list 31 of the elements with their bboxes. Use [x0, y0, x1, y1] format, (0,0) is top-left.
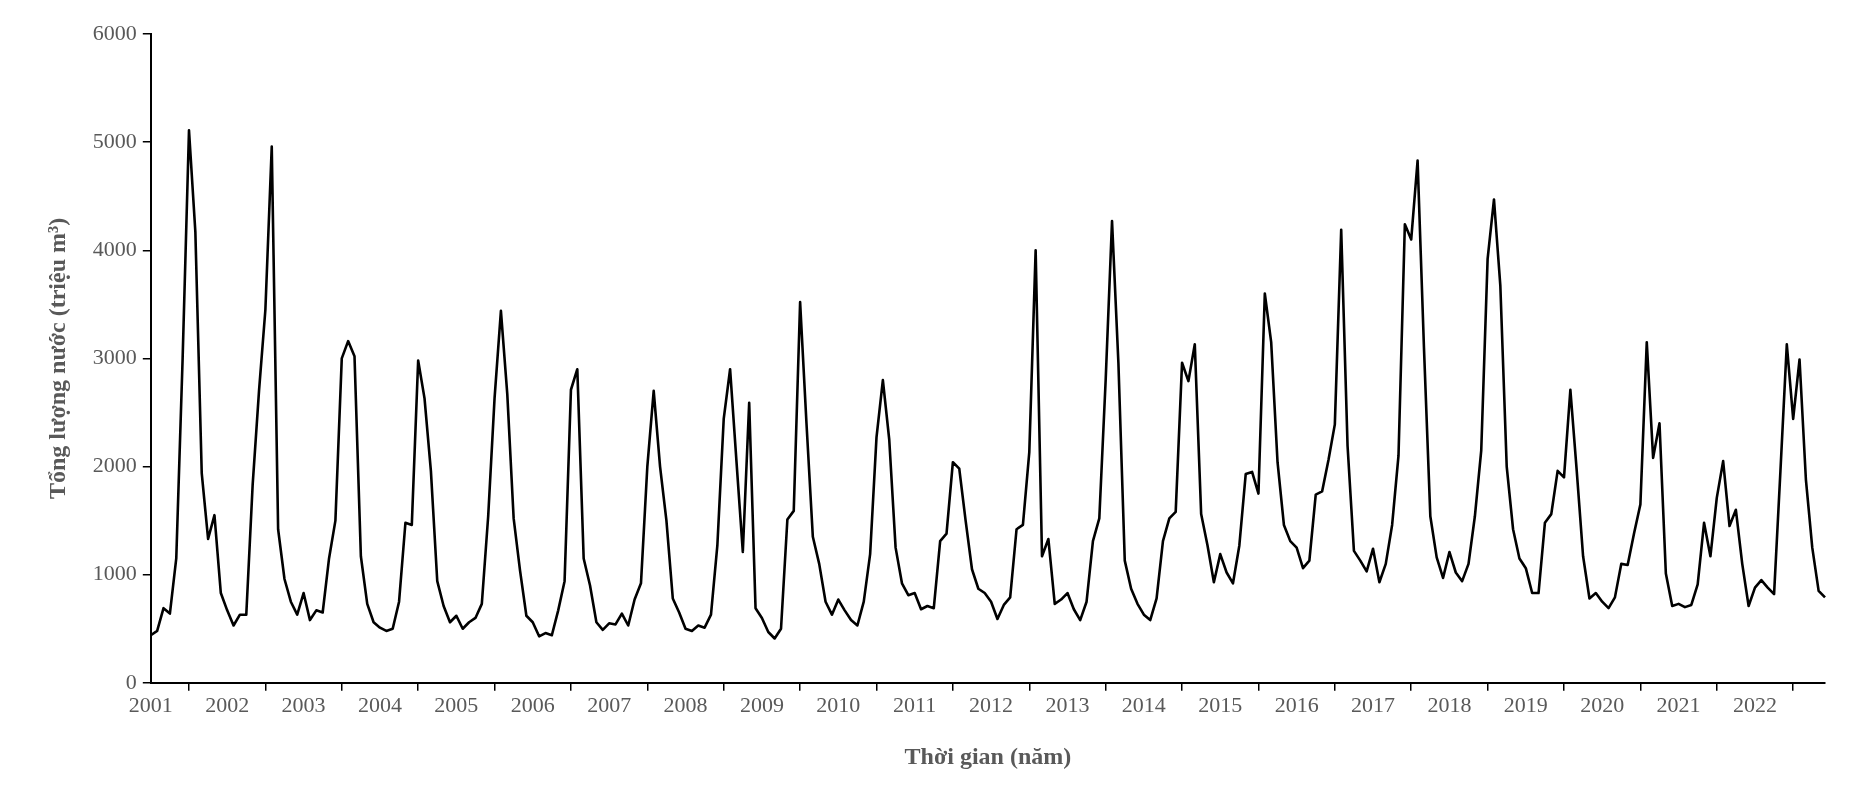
x-tick-label: 2006	[510, 691, 555, 717]
x-tick-label: 2004	[357, 691, 402, 717]
x-axis-title: Thời gian (năm)	[904, 742, 1072, 769]
x-tick-label: 2003	[281, 691, 326, 717]
x-tick-label: 2013	[1045, 691, 1090, 717]
x-tick-label: 2012	[969, 691, 1014, 717]
x-tick-label: 2019	[1503, 691, 1548, 717]
y-axis-title: Tổng lượng nước (triệu m³)	[43, 217, 70, 500]
y-tick-label: 6000	[92, 19, 137, 45]
x-tick-label: 2011	[893, 691, 937, 717]
y-tick-label: 0	[125, 668, 137, 694]
x-tick-label: 2009	[739, 691, 784, 717]
x-tick-label: 2005	[434, 691, 479, 717]
y-tick-label: 2000	[92, 452, 137, 478]
y-tick-label: 3000	[92, 344, 137, 370]
x-tick-label: 2022	[1732, 691, 1777, 717]
y-tick-label: 1000	[92, 560, 137, 586]
x-tick-label: 2020	[1580, 691, 1625, 717]
x-tick-label: 2001	[128, 691, 173, 717]
y-tick-label: 5000	[92, 127, 137, 153]
x-tick-label: 2010	[816, 691, 861, 717]
x-tick-label: 2016	[1274, 691, 1319, 717]
x-tick-label: 2018	[1427, 691, 1472, 717]
x-tick-label: 2014	[1121, 691, 1166, 717]
x-tick-label: 2007	[587, 691, 632, 717]
x-tick-label: 2017	[1351, 691, 1396, 717]
y-tick-label: 4000	[92, 236, 137, 262]
x-tick-label: 2008	[663, 691, 708, 717]
x-tick-label: 2021	[1656, 691, 1701, 717]
x-tick-label: 2015	[1198, 691, 1243, 717]
x-tick-label: 2002	[205, 691, 250, 717]
